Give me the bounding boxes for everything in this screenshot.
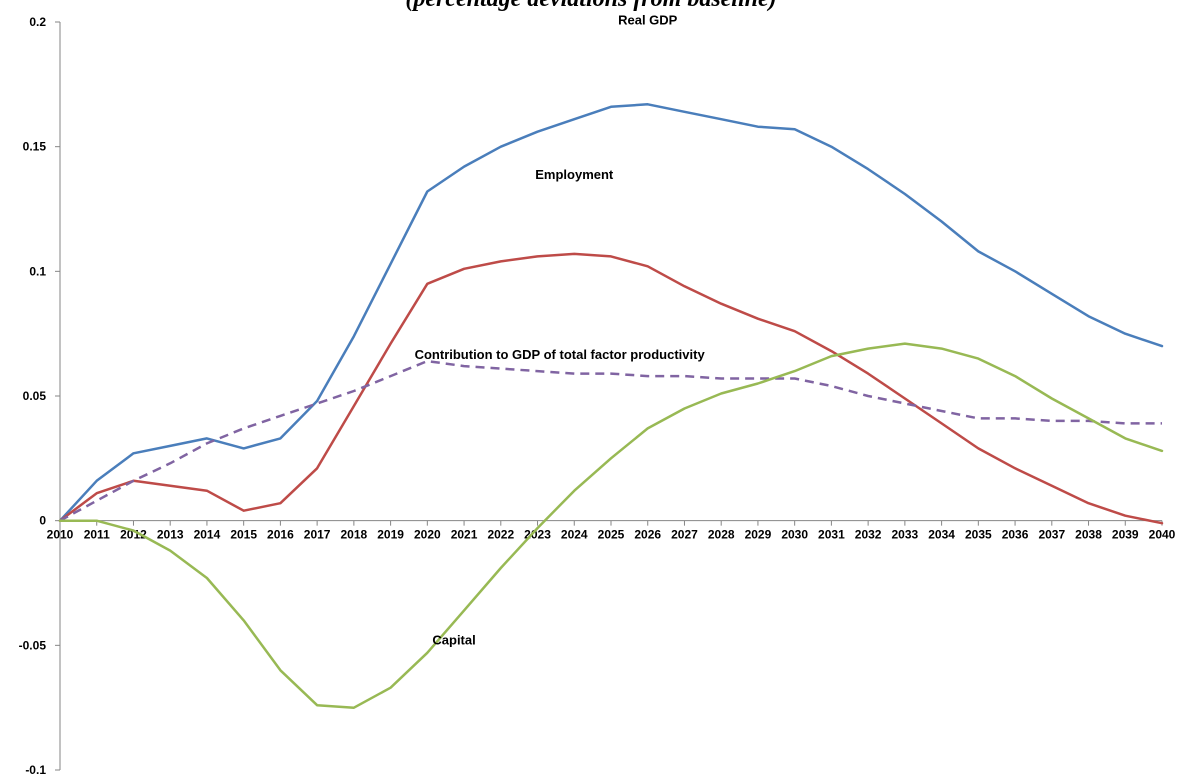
x-tick-label: 2034 bbox=[928, 528, 955, 542]
y-tick-label: 0.15 bbox=[23, 140, 47, 154]
series-line-contribution-to-gdp-of-total-factor-productivity bbox=[59, 359, 1162, 522]
x-tick-label: 2015 bbox=[230, 528, 257, 542]
x-tick-label: 2026 bbox=[634, 528, 661, 542]
series-labels: Real GDP Employment Contribution to GDP of… bbox=[415, 12, 706, 647]
y-tick-label: -0.1 bbox=[25, 763, 46, 776]
x-tick-label: 2039 bbox=[1112, 528, 1139, 542]
y-tick-label: -0.05 bbox=[19, 638, 47, 652]
x-tick-label: 2033 bbox=[892, 528, 919, 542]
x-tick-label: 2035 bbox=[965, 528, 992, 542]
axes: -0.1 -0.05 0 0.05 0.1 0.15 0.2 2010 2011 2012 2013… bbox=[19, 15, 1176, 776]
x-tick-label: 2023 bbox=[524, 528, 551, 542]
series-line-employment bbox=[58, 252, 1164, 525]
x-tick-label: 2024 bbox=[561, 528, 588, 542]
x-tick-label: 2028 bbox=[708, 528, 735, 542]
y-tick-label: 0.05 bbox=[23, 389, 47, 403]
series-label-employment: Employment bbox=[535, 167, 614, 182]
x-tick-label: 2017 bbox=[304, 528, 331, 542]
x-tick-label: 2037 bbox=[1038, 528, 1065, 542]
series-label-real-gdp: Real GDP bbox=[618, 12, 678, 27]
x-tick-label: 2012 bbox=[120, 528, 147, 542]
x-tick-label: 2038 bbox=[1075, 528, 1102, 542]
x-tick-label: 2031 bbox=[818, 528, 845, 542]
x-tick-label: 2014 bbox=[194, 528, 221, 542]
x-tick-label: 2030 bbox=[781, 528, 808, 542]
x-tick-label: 2022 bbox=[487, 528, 514, 542]
x-tick-label: 2019 bbox=[377, 528, 404, 542]
y-tick-label: 0.1 bbox=[29, 264, 46, 278]
x-tick-label: 2040 bbox=[1149, 528, 1176, 542]
series-line-capital bbox=[58, 342, 1164, 709]
x-tick-label: 2020 bbox=[414, 528, 441, 542]
chart-title: (percentage deviations from baseline) bbox=[0, 0, 1182, 13]
x-tick-label: 2032 bbox=[855, 528, 882, 542]
x-tick-label: 2027 bbox=[671, 528, 698, 542]
x-tick-label: 2010 bbox=[47, 528, 74, 542]
x-tick-label: 2021 bbox=[451, 528, 478, 542]
x-tick-label: 2011 bbox=[84, 528, 110, 542]
series-layer bbox=[58, 103, 1164, 709]
series-label-capital: Capital bbox=[432, 632, 475, 647]
series-line-real-gdp bbox=[58, 103, 1164, 522]
x-tick-label: 2013 bbox=[157, 528, 184, 542]
x-tick-label: 2018 bbox=[341, 528, 368, 542]
y-tick-label: 0.2 bbox=[29, 15, 46, 29]
x-tick-label: 2025 bbox=[598, 528, 625, 542]
x-tick-label: 2029 bbox=[745, 528, 772, 542]
x-tick-label: 2036 bbox=[1002, 528, 1029, 542]
x-tick-label: 2016 bbox=[267, 528, 294, 542]
y-tick-label: 0 bbox=[39, 514, 46, 528]
series-label-contribution-to-gdp-of-total-factor-productivity: Contribution to GDP of total factor prod… bbox=[415, 347, 706, 362]
